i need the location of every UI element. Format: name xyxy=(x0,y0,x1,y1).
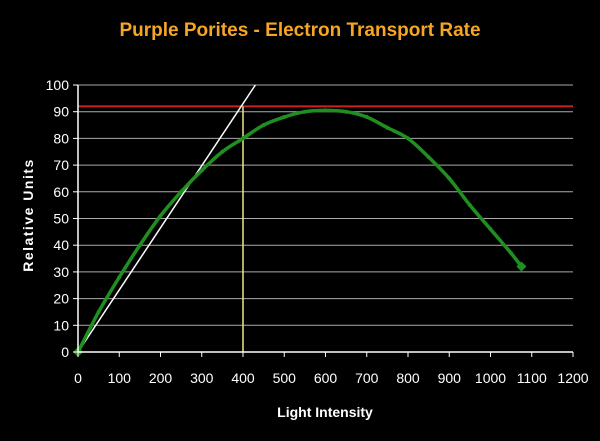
grid xyxy=(78,84,573,326)
data-point xyxy=(406,136,410,141)
data-point xyxy=(220,149,225,154)
x-tick-label: 600 xyxy=(314,370,338,386)
data-point xyxy=(344,109,349,114)
data-point xyxy=(516,261,527,272)
x-tick-label: 1000 xyxy=(475,370,506,386)
x-axis-label: Light Intensity xyxy=(277,404,373,420)
x-tick-label: 0 xyxy=(74,370,82,386)
x-tick-label: 1100 xyxy=(517,370,547,386)
y-tick-label: 0 xyxy=(61,344,69,360)
y-tick-label: 80 xyxy=(53,130,69,146)
data-point xyxy=(426,155,431,160)
data-point xyxy=(385,125,390,130)
y-tick-label: 20 xyxy=(53,291,69,307)
x-tick-label: 1200 xyxy=(557,370,588,386)
y-tick-label: 40 xyxy=(53,237,69,253)
series-line xyxy=(76,108,524,354)
x-tick-label: 400 xyxy=(231,370,255,386)
data-point xyxy=(364,115,369,120)
y-tick-label: 10 xyxy=(53,317,69,333)
y-axis-label: Relative Units xyxy=(20,158,36,272)
y-tick-label: 60 xyxy=(53,184,69,200)
reference-lines xyxy=(77,84,573,353)
series-layer xyxy=(73,108,527,357)
data-point xyxy=(282,115,287,120)
data-point xyxy=(323,108,328,113)
x-tick-label: 800 xyxy=(396,370,420,386)
y-tick-label: 50 xyxy=(53,211,69,227)
data-point xyxy=(488,227,493,232)
data-point xyxy=(261,123,266,128)
data-point xyxy=(302,109,307,114)
y-tick-label: 30 xyxy=(53,264,69,280)
data-point xyxy=(241,136,245,141)
data-point xyxy=(199,168,204,173)
x-tick-label: 700 xyxy=(355,370,379,386)
data-point xyxy=(509,251,514,256)
y-tick-label: 100 xyxy=(46,77,70,93)
x-axis-ticks: 0 100 200 300 400 500 600 700 800 900 1000 1100 1200 xyxy=(74,352,589,386)
data-point xyxy=(96,309,101,314)
chart-title: Purple Porites - Electron Transport Rate xyxy=(119,20,480,41)
data-point xyxy=(447,176,452,181)
data-point xyxy=(179,189,184,194)
data-point xyxy=(158,213,163,218)
data-point xyxy=(137,243,142,248)
initial-slope-line xyxy=(77,84,256,353)
x-tick-label: 900 xyxy=(438,370,462,386)
y-tick-label: 90 xyxy=(53,104,69,120)
x-tick-label: 100 xyxy=(108,370,132,386)
y-tick-label: 70 xyxy=(53,157,69,173)
data-point xyxy=(117,275,122,280)
y-axis-ticks: 0 10 20 30 40 50 60 70 80 90 100 xyxy=(46,77,78,360)
data-point xyxy=(467,203,472,208)
x-tick-label: 500 xyxy=(273,370,297,386)
x-tick-label: 300 xyxy=(190,370,214,386)
x-tick-label: 200 xyxy=(149,370,173,386)
